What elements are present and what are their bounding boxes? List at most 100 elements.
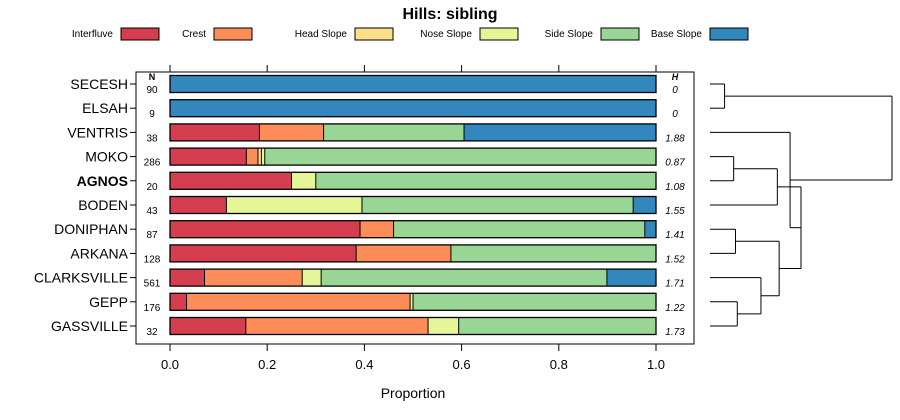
bar-segment <box>644 220 656 238</box>
row-h-value: 1.55 <box>665 206 685 217</box>
bar-outline <box>169 99 657 118</box>
bar-segment <box>428 317 459 335</box>
legend-swatch <box>709 27 749 41</box>
row-label: SECESH <box>70 76 128 92</box>
legend-label: Nose Slope <box>420 29 472 40</box>
bar-outline <box>169 171 657 190</box>
bar-segment <box>170 269 205 287</box>
h-column-header: H <box>672 72 679 82</box>
bar-segment <box>323 123 465 141</box>
bar-outline <box>169 74 657 94</box>
legend: Interfluve Crest Head Slope Nose Slope Side … <box>72 27 749 41</box>
row-n-value: 38 <box>146 133 158 144</box>
row-h-value: 1.22 <box>665 303 685 314</box>
bar-segment <box>245 317 429 335</box>
x-axis-label: Proportion <box>381 385 446 401</box>
row-label: GEPP <box>89 294 128 310</box>
legend-label: Head Slope <box>295 29 348 40</box>
bar-segment <box>291 172 316 190</box>
bar-segment <box>170 317 246 335</box>
row-label: MOKO <box>85 149 128 165</box>
bar-outline <box>169 244 657 263</box>
plot-panel <box>135 71 695 345</box>
legend-label: Base Slope <box>651 29 703 40</box>
bar-segment <box>606 269 656 287</box>
row-n-value: 286 <box>144 158 161 169</box>
chart-title: Hills: sibling <box>402 6 497 23</box>
n-column-header: N <box>149 72 156 82</box>
bar-segment <box>356 244 451 262</box>
legend-label: Side Slope <box>545 29 594 40</box>
row-h-value: 1.41 <box>665 230 684 241</box>
bar-segment <box>170 172 292 190</box>
row-label: ELSAH <box>82 100 128 116</box>
bar-segment <box>257 148 262 166</box>
bar-segment <box>170 75 656 93</box>
bar-segment <box>633 196 656 214</box>
x-tick-label: 0.8 <box>550 357 568 372</box>
bar-segment <box>170 293 187 311</box>
x-tick-label: 0.2 <box>258 357 276 372</box>
bar-segment <box>170 196 227 214</box>
bar-outline <box>169 268 657 287</box>
row-label: GASSVILLE <box>51 318 128 334</box>
row-h-value: 1.52 <box>665 254 685 265</box>
row-h-value: 1.73 <box>665 327 685 338</box>
row-n-value: 9 <box>149 109 155 120</box>
row-n-value: 32 <box>146 327 158 338</box>
legend-label: Crest <box>182 29 206 40</box>
row-h-value: 1.71 <box>665 279 684 290</box>
bar-segment <box>410 293 413 311</box>
bar-segment <box>246 148 258 166</box>
x-tick-label: 0.0 <box>161 357 179 372</box>
bar-segment <box>170 220 361 238</box>
row-n-value: 561 <box>144 279 161 290</box>
bar-segment <box>302 269 322 287</box>
bar-segment <box>264 148 656 166</box>
bar-outline <box>169 147 657 166</box>
bar-segment <box>458 317 656 335</box>
row-h-value: 1.88 <box>665 133 685 144</box>
bar-segment <box>361 196 634 214</box>
row-n-value: 87 <box>146 230 158 241</box>
bars-layer <box>169 74 657 336</box>
bar-outline <box>169 123 657 142</box>
bar-segment <box>360 220 394 238</box>
bar-segment <box>450 244 656 262</box>
bar-segment <box>226 196 362 214</box>
bar-segment <box>315 172 656 190</box>
legend-label: Interfluve <box>72 29 114 40</box>
row-n-value: 43 <box>146 206 158 217</box>
row-label: DONIPHAN <box>54 221 128 237</box>
legend-swatch <box>213 27 253 41</box>
row-label: BODEN <box>78 197 128 213</box>
row-n-value: 90 <box>146 85 158 96</box>
row-h-value: 0.87 <box>665 158 685 169</box>
x-tick-label: 0.4 <box>355 357 373 372</box>
row-label: ARKANA <box>70 245 128 261</box>
row-h-value: 1.08 <box>665 182 685 193</box>
x-tick-label: 0.6 <box>453 357 471 372</box>
legend-swatch <box>600 27 640 41</box>
legend-swatch <box>479 27 519 41</box>
bar-segment <box>170 123 260 141</box>
x-axis: 0.0 0.2 0.4 0.6 0.8 1.0 <box>161 65 665 372</box>
row-n-value: 128 <box>144 254 161 265</box>
bar-segment <box>170 244 357 262</box>
bar-segment <box>261 148 265 166</box>
bar-outline <box>169 316 657 336</box>
legend-swatch <box>120 27 160 41</box>
bar-segment <box>170 148 247 166</box>
bar-outline <box>169 220 657 239</box>
bar-segment <box>170 99 656 117</box>
bar-segment <box>413 293 656 311</box>
x-tick-label: 1.0 <box>647 357 665 372</box>
bar-outline <box>169 292 657 311</box>
dendrogram <box>710 83 893 327</box>
bar-segment <box>464 123 656 141</box>
row-label: CLARKSVILLE <box>34 270 128 286</box>
legend-swatch <box>354 27 394 41</box>
row-n-value: 20 <box>146 182 158 193</box>
